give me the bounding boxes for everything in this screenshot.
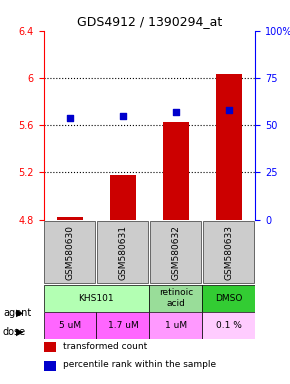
Text: 5 uM: 5 uM bbox=[59, 321, 81, 329]
Point bbox=[226, 107, 231, 113]
Bar bbox=[57, 217, 83, 220]
FancyBboxPatch shape bbox=[150, 221, 201, 283]
Text: GSM580630: GSM580630 bbox=[66, 225, 75, 280]
Text: GSM580633: GSM580633 bbox=[224, 225, 233, 280]
Point bbox=[68, 114, 72, 121]
Point bbox=[173, 109, 178, 115]
Text: ▶: ▶ bbox=[16, 327, 23, 337]
Bar bbox=[110, 175, 136, 220]
FancyBboxPatch shape bbox=[44, 221, 95, 283]
Text: transformed count: transformed count bbox=[63, 342, 147, 351]
Bar bbox=[96, 311, 149, 339]
Bar bbox=[44, 361, 56, 371]
Text: percentile rank within the sample: percentile rank within the sample bbox=[63, 361, 216, 369]
Text: GSM580632: GSM580632 bbox=[171, 225, 180, 280]
Point bbox=[121, 113, 125, 119]
Text: GSM580631: GSM580631 bbox=[118, 225, 127, 280]
Bar bbox=[149, 285, 202, 311]
Bar bbox=[202, 311, 255, 339]
Text: KHS101: KHS101 bbox=[79, 293, 114, 303]
Text: DMSO: DMSO bbox=[215, 293, 242, 303]
Title: GDS4912 / 1390294_at: GDS4912 / 1390294_at bbox=[77, 15, 222, 28]
Bar bbox=[202, 285, 255, 311]
Bar bbox=[215, 74, 242, 220]
Bar bbox=[149, 311, 202, 339]
Bar bbox=[44, 311, 96, 339]
Text: 1 uM: 1 uM bbox=[165, 321, 187, 329]
Text: 1.7 uM: 1.7 uM bbox=[108, 321, 138, 329]
Bar bbox=[163, 122, 189, 220]
Text: agent: agent bbox=[3, 308, 31, 318]
Bar bbox=[44, 342, 56, 352]
Text: 0.1 %: 0.1 % bbox=[216, 321, 242, 329]
Text: retinoic
acid: retinoic acid bbox=[159, 288, 193, 308]
FancyBboxPatch shape bbox=[203, 221, 254, 283]
FancyBboxPatch shape bbox=[97, 221, 148, 283]
Bar bbox=[44, 285, 149, 311]
Text: dose: dose bbox=[3, 327, 26, 337]
Text: ▶: ▶ bbox=[16, 308, 23, 318]
